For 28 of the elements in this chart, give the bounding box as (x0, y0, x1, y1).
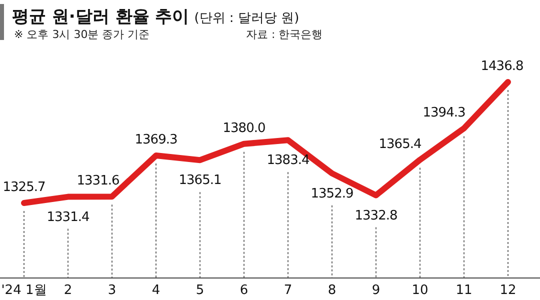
data-label: 1383.4 (266, 153, 310, 168)
x-tick-label: 3 (108, 283, 116, 298)
chart-title: 평균 원·달러 환율 추이 (12, 7, 190, 27)
data-label: 1331.6 (76, 174, 120, 189)
data-label: 1369.3 (134, 132, 178, 148)
data-label: 1436.8 (480, 59, 524, 74)
x-tick-label: 10 (412, 283, 428, 298)
data-label: 1365.1 (178, 173, 222, 188)
data-label: 1394.3 (422, 105, 466, 120)
x-tick-label: 5 (196, 283, 204, 298)
text: 자료 : 한국은행 (246, 28, 323, 41)
data-label: 1352.9 (310, 186, 354, 202)
x-tick-label: 8 (328, 283, 336, 298)
x-tick-label: 9 (372, 283, 380, 298)
x-tick-label: 6 (240, 283, 248, 298)
chart-subtitle: ※ 오후 3시 30분 종가 기준 (14, 28, 150, 41)
data-label: 1380.0 (222, 120, 266, 136)
x-tick-label: 4 (152, 283, 160, 298)
data-label: 1331.4 (46, 210, 90, 225)
data-label: 1332.8 (354, 208, 398, 224)
x-tick-label: 7 (284, 283, 292, 298)
y-axis-title: (단위 : 달러당 원) (194, 11, 300, 26)
data-label: 1365.4 (378, 136, 422, 152)
x-tick-label: 11 (456, 283, 472, 298)
data-label: 1325.7 (2, 180, 46, 195)
x-tick-label: 12 (500, 283, 516, 298)
x-tick-label: '24 1월 (1, 283, 47, 298)
x-tick-label: 2 (64, 283, 72, 298)
